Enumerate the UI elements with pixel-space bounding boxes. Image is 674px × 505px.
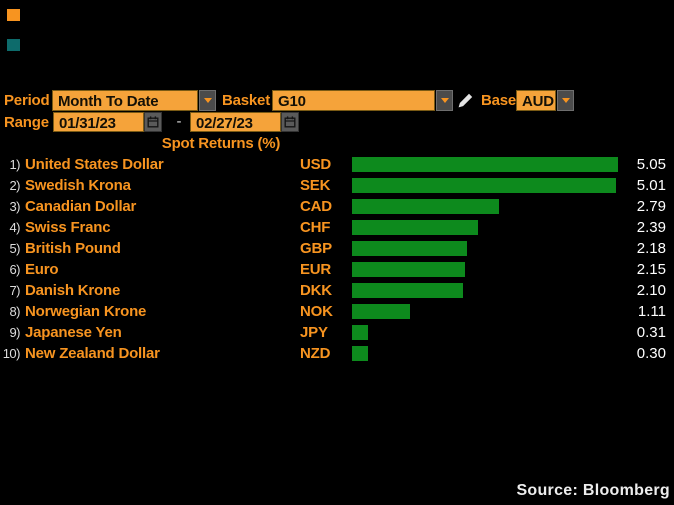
currency-code: EUR [300, 261, 332, 278]
currency-row[interactable]: 4) Swiss Franc CHF 2.39 [0, 217, 674, 238]
base-field[interactable]: AUD [516, 90, 556, 111]
base-label: Base [481, 92, 517, 109]
return-bar [352, 304, 410, 319]
return-value: 5.05 [636, 156, 666, 173]
row-index: 6) [9, 262, 20, 277]
orange-marker [7, 9, 20, 21]
currency-code: JPY [300, 324, 328, 341]
currency-code: USD [300, 156, 332, 173]
row-index: 10) [2, 346, 21, 361]
currency-code: GBP [300, 240, 332, 257]
return-bar [352, 346, 368, 361]
basket-label: Basket [222, 92, 270, 109]
chevron-down-icon [440, 98, 449, 103]
calendar-icon[interactable] [281, 112, 299, 132]
currency-code: NZD [300, 345, 331, 362]
currency-row[interactable]: 2) Swedish Krona SEK 5.01 [0, 175, 674, 196]
row-index: 7) [9, 283, 20, 298]
return-bar [352, 241, 467, 256]
return-bar [352, 178, 616, 193]
source-attribution: Source: Bloomberg [516, 482, 670, 499]
currency-name: Euro [25, 261, 59, 278]
base-dropdown-button[interactable] [557, 90, 574, 111]
return-bar [352, 262, 465, 277]
currency-row[interactable]: 3) Canadian Dollar CAD 2.79 [0, 196, 674, 217]
currency-code: CHF [300, 219, 331, 236]
return-value: 0.31 [636, 324, 666, 341]
chart-title: Spot Returns (%) [161, 135, 281, 152]
basket-dropdown-button[interactable] [436, 90, 453, 111]
row-index: 4) [9, 220, 20, 235]
chevron-down-icon [203, 98, 212, 103]
calendar-icon[interactable] [144, 112, 162, 132]
return-bar [352, 220, 478, 235]
currency-code: DKK [300, 282, 332, 299]
range-start-field[interactable]: 01/31/23 [53, 112, 144, 132]
basket-field[interactable]: G10 [272, 90, 435, 111]
currency-row[interactable]: 9) Japanese Yen JPY 0.31 [0, 322, 674, 343]
currency-name: Canadian Dollar [25, 198, 137, 215]
currency-name: Norwegian Krone [25, 303, 147, 320]
return-value: 1.11 [637, 303, 666, 320]
currency-name: Japanese Yen [25, 324, 122, 341]
return-value: 5.01 [636, 177, 666, 194]
currency-row[interactable]: 1) United States Dollar USD 5.05 [0, 154, 674, 175]
chevron-down-icon [561, 98, 570, 103]
return-value: 2.39 [636, 219, 666, 236]
return-value: 2.18 [636, 240, 666, 257]
currency-name: New Zealand Dollar [25, 345, 160, 362]
return-bar [352, 325, 368, 340]
currency-row[interactable]: 5) British Pound GBP 2.18 [0, 238, 674, 259]
return-bar [352, 157, 618, 172]
currency-row[interactable]: 6) Euro EUR 2.15 [0, 259, 674, 280]
return-bar [352, 283, 463, 298]
row-index: 9) [9, 325, 20, 340]
currency-row[interactable]: 10) New Zealand Dollar NZD 0.30 [0, 343, 674, 364]
range-separator: - [176, 113, 182, 130]
row-index: 5) [9, 241, 20, 256]
range-label: Range [4, 114, 49, 131]
currency-name: Swedish Krona [25, 177, 131, 194]
currency-name: British Pound [25, 240, 121, 257]
row-index: 3) [9, 199, 20, 214]
currency-row[interactable]: 7) Danish Krone DKK 2.10 [0, 280, 674, 301]
range-end-field[interactable]: 02/27/23 [190, 112, 281, 132]
return-value: 2.79 [636, 198, 666, 215]
currency-code: CAD [300, 198, 332, 215]
return-value: 0.30 [636, 345, 666, 362]
currency-name: Danish Krone [25, 282, 121, 299]
currency-name: Swiss Franc [25, 219, 111, 236]
currency-code: SEK [300, 177, 331, 194]
row-index: 2) [9, 178, 20, 193]
period-dropdown-button[interactable] [199, 90, 216, 111]
currency-row[interactable]: 8) Norwegian Krone NOK 1.11 [0, 301, 674, 322]
return-value: 2.10 [636, 282, 666, 299]
edit-pencil-icon[interactable] [457, 92, 474, 109]
row-index: 1) [9, 157, 20, 172]
teal-marker [7, 39, 20, 51]
return-value: 2.15 [636, 261, 666, 278]
period-label: Period [4, 92, 50, 109]
period-field[interactable]: Month To Date [52, 90, 198, 111]
row-index: 8) [9, 304, 20, 319]
currency-name: United States Dollar [25, 156, 164, 173]
currency-code: NOK [300, 303, 333, 320]
return-bar [352, 199, 499, 214]
